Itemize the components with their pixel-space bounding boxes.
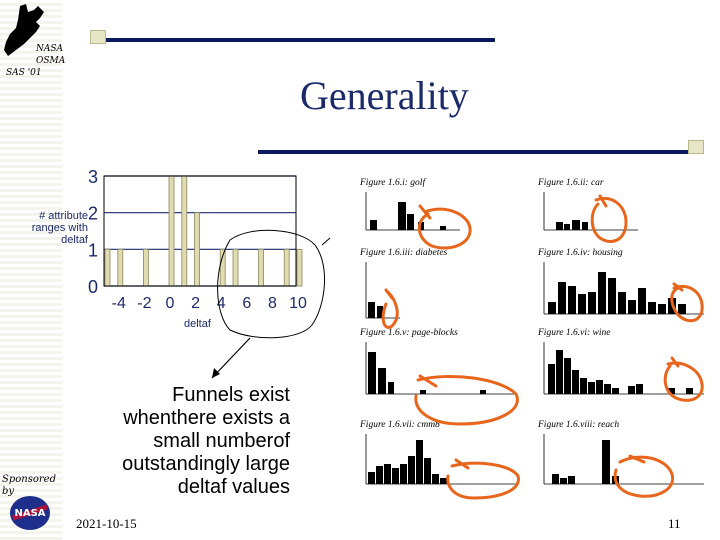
figure-panel-car: Figure 1.6.ii: car [538, 178, 648, 248]
left-decorative-stripe [0, 0, 62, 540]
chart-ytick-label: 1 [88, 240, 98, 260]
footer-date: 2021-10-15 [76, 516, 137, 531]
funnel-annotation-text: Funnels exist whenthere exists a small n… [122, 384, 290, 498]
nasa-logo-icon: NASA [10, 496, 50, 530]
header-box-top [90, 30, 106, 44]
wv-state-logo-icon [4, 4, 44, 56]
chart-bar [168, 175, 175, 287]
figure-title: Figure 1.6.vii: cmm8 [360, 420, 440, 430]
chart-xtick-label: 0 [166, 295, 175, 312]
chart-xtick-label: 4 [217, 295, 226, 312]
chart-bar [283, 248, 290, 287]
figure-title: Figure 1.6.i: golf [360, 178, 426, 188]
header-box-bottom [688, 140, 704, 154]
nasa-logo-text: NASA [14, 507, 46, 519]
chart-xtick-label: -4 [112, 295, 126, 312]
figure-panel-reach: Figure 1.6.viii: reach [538, 420, 708, 500]
logo-line-nasa: NASA [36, 44, 64, 54]
figure-title: Figure 1.6.iii: diabetes [360, 248, 448, 258]
figure-title: Figure 1.6.ii: car [538, 178, 604, 188]
header-line-top [105, 38, 495, 42]
figure-panel-wine: Figure 1.6.vi: wine [538, 328, 708, 418]
chart-bar [181, 175, 188, 287]
chart-bar [117, 248, 124, 287]
chart-frame [103, 175, 297, 287]
chart-xtick-label: 2 [191, 295, 200, 312]
figure-title: Figure 1.6.iv: housing [538, 248, 623, 258]
chart-bar [296, 248, 303, 287]
chart-bar [232, 248, 239, 287]
figure-title: Figure 1.6.viii: reach [538, 420, 620, 430]
chart-xtick-label: 6 [242, 295, 251, 312]
page-title: Generality [300, 73, 469, 118]
chart-bar [258, 248, 265, 287]
logo-line-osma: OSMA [36, 56, 66, 66]
chart-xtick-label: -2 [137, 295, 151, 312]
chart-ytick-label: 3 [88, 167, 98, 187]
logo-line-sas: SAS '01 [6, 68, 42, 78]
chart-ytick-label: 2 [88, 204, 98, 224]
figure-panel-cmm8: Figure 1.6.vii: cmm8 [360, 420, 520, 500]
figure-title: Figure 1.6.v: page-blocks [360, 328, 458, 338]
chart-ylabel: # attribute ranges with deltaf [31, 210, 88, 246]
chart-bar [142, 248, 149, 287]
figure-panel-diabetes: Figure 1.6.iii: diabetes [360, 248, 470, 328]
figure-panel-page-blocks: Figure 1.6.v: page-blocks [360, 328, 520, 418]
page-number: 11 [668, 516, 681, 531]
sponsor-label: Sponsored by [2, 474, 56, 497]
figure-title: Figure 1.6.vi: wine [538, 328, 611, 338]
figure-panel-golf: Figure 1.6.i: golf [360, 178, 470, 248]
figure-panel-housing: Figure 1.6.iv: housing [538, 248, 708, 328]
chart-xtick-label: 8 [268, 295, 277, 312]
chart-bar [194, 212, 201, 287]
chart-bar [219, 248, 226, 287]
chart-xlabel: deltaf [184, 318, 211, 330]
header-line-bottom [258, 150, 690, 154]
chart-bar [104, 248, 111, 287]
chart-xtick-label: 10 [289, 295, 307, 312]
chart-ytick-label: 0 [88, 277, 98, 297]
